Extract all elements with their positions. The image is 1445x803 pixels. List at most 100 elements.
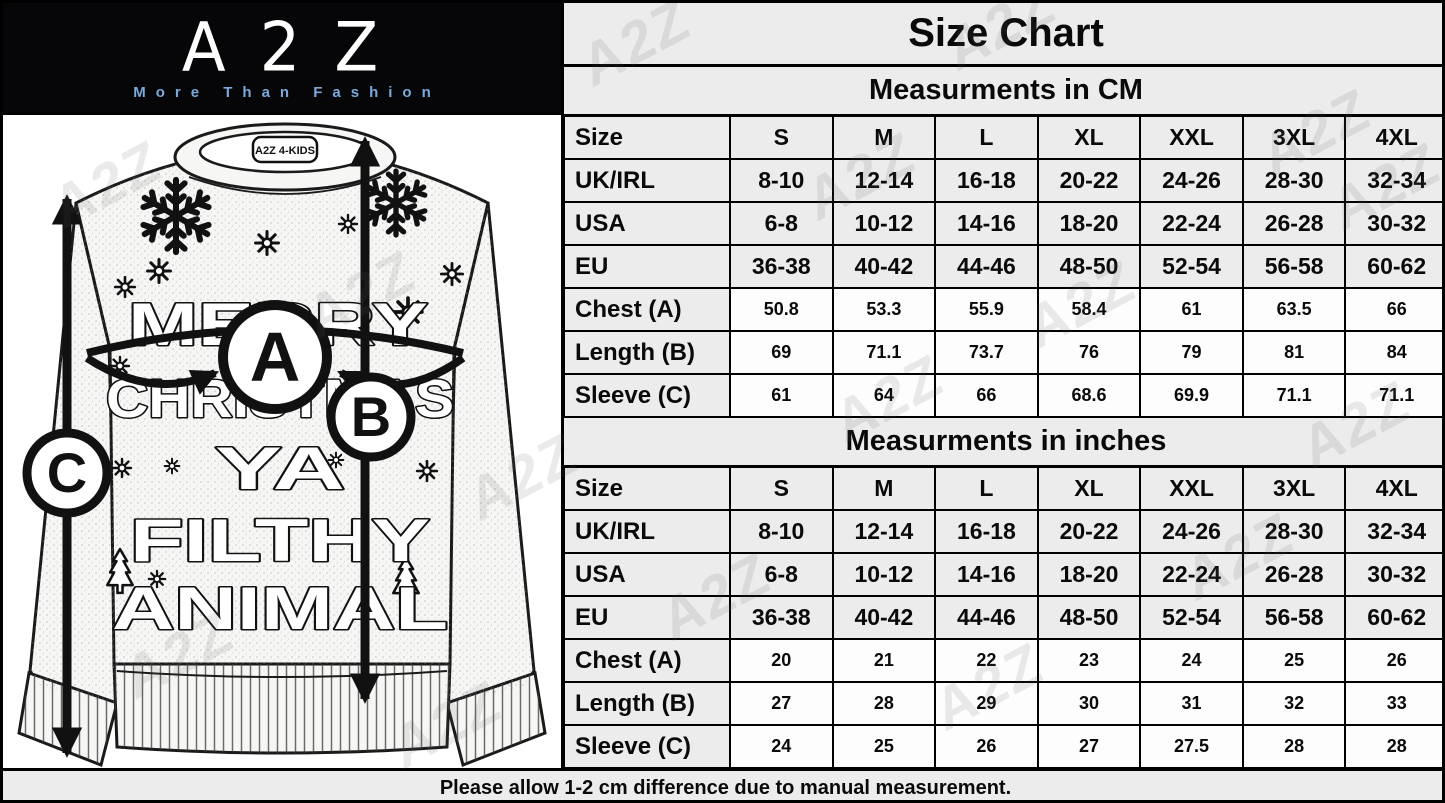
table-cell: 52-54 <box>1140 596 1243 639</box>
table-cell: 53.3 <box>832 288 936 331</box>
table-cell: 26-28 <box>1242 202 1346 245</box>
table-cell: 28 <box>1242 725 1346 768</box>
marker-a-circle <box>218 300 332 414</box>
inches-table: Size S M L XL XXL 3XL 4XL UK/IRL 8-10 12-14 16-18 20… <box>564 467 1442 769</box>
table-cell: 68.6 <box>1037 374 1141 417</box>
table-cell: 71.1 <box>832 331 936 374</box>
table-cell: 27 <box>730 682 833 725</box>
row-label: Length (B) <box>564 682 730 725</box>
table-cell: 61 <box>1140 288 1243 331</box>
table-cell: 8-10 <box>730 159 833 202</box>
table-cell: 24 <box>730 725 833 768</box>
table-cell: 71.1 <box>1345 374 1442 417</box>
table-cell: 48-50 <box>1037 245 1141 288</box>
table-cell: 8-10 <box>730 510 833 553</box>
chest-arrow-left <box>84 354 219 395</box>
table-cell: 44-46 <box>935 596 1038 639</box>
table-cell: 14-16 <box>935 202 1038 245</box>
snowflake-icon <box>337 213 359 235</box>
footnote-bar: Please allow 1-2 cm difference due to ma… <box>3 768 1442 800</box>
column-header: 3XL <box>1242 116 1346 159</box>
brand-logo-panel: A2Z More Than Fashion <box>3 3 561 115</box>
table-cell: 14-16 <box>935 553 1038 596</box>
table-cell: 61 <box>730 374 833 417</box>
table-cell: 10-12 <box>832 553 936 596</box>
table-cell: 10-12 <box>832 202 936 245</box>
table-cell: 32-34 <box>1345 159 1442 202</box>
table-cell: 84 <box>1345 331 1442 374</box>
table-cell: 12-14 <box>832 159 936 202</box>
column-header: XL <box>1037 467 1141 510</box>
table-cell: 48-50 <box>1037 596 1141 639</box>
table-cell: 22-24 <box>1140 202 1243 245</box>
row-label: EU <box>564 245 730 288</box>
table-cell: 23 <box>1037 639 1141 682</box>
table-cell: 20-22 <box>1037 159 1141 202</box>
marker-a-letter: A <box>250 318 301 396</box>
column-header-label: Size <box>564 467 730 510</box>
table-cell: 50.8 <box>730 288 833 331</box>
table-cell: 20 <box>730 639 833 682</box>
table-cell: 58.4 <box>1037 288 1141 331</box>
table-cell: 6-8 <box>730 553 833 596</box>
table-cell: 16-18 <box>935 159 1038 202</box>
column-header: 4XL <box>1345 116 1442 159</box>
neck-label <box>251 135 319 164</box>
hem-seam <box>116 670 448 678</box>
table-cell: 32-34 <box>1345 510 1442 553</box>
column-header: 4XL <box>1345 467 1442 510</box>
table-cell: 32 <box>1242 682 1346 725</box>
cm-table: Size S M L XL XXL 3XL 4XL UK/IRL 8-10 12-14 16-18 20… <box>564 116 1442 418</box>
table-cell: 36-38 <box>730 245 833 288</box>
table-cell: 40-42 <box>832 596 936 639</box>
table-cell: 28 <box>1345 725 1442 768</box>
table-cell: 21 <box>832 639 936 682</box>
inches-section-title: Measurments in inches <box>564 418 1442 467</box>
marker-c-circle <box>22 428 112 518</box>
column-header-label: Size <box>564 116 730 159</box>
sweater-diagram: A2Z 4-KIDS <box>17 122 547 767</box>
table-cell: 33 <box>1345 682 1442 725</box>
table-cell: 66 <box>1345 288 1442 331</box>
table-cell: 26-28 <box>1242 553 1346 596</box>
table-cell: 18-20 <box>1037 553 1141 596</box>
column-header: M <box>832 467 936 510</box>
table-cell: 20-22 <box>1037 510 1141 553</box>
print-line-3: YA <box>215 435 345 502</box>
table-cell: 30-32 <box>1345 202 1442 245</box>
table-cell: 63.5 <box>1242 288 1346 331</box>
marker-b-circle <box>326 372 416 462</box>
row-label: Chest (A) <box>564 639 730 682</box>
table-cell: 25 <box>832 725 936 768</box>
table-cell: 26 <box>935 725 1038 768</box>
table-cell: 25 <box>1242 639 1346 682</box>
column-header: XXL <box>1140 467 1243 510</box>
table-cell: 66 <box>935 374 1038 417</box>
table-cell: 24-26 <box>1140 159 1243 202</box>
size-chart-title: Size Chart <box>564 3 1442 67</box>
table-cell: 44-46 <box>935 245 1038 288</box>
row-label: UK/IRL <box>564 510 730 553</box>
column-header: XXL <box>1140 116 1243 159</box>
table-cell: 12-14 <box>832 510 936 553</box>
table-cell: 69 <box>730 331 833 374</box>
column-header: L <box>935 467 1038 510</box>
table-cell: 28 <box>832 682 936 725</box>
table-cell: 16-18 <box>935 510 1038 553</box>
brand-tagline: More Than Fashion <box>133 83 441 101</box>
table-cell: 40-42 <box>832 245 936 288</box>
table-cell: 71.1 <box>1242 374 1346 417</box>
table-cell: 79 <box>1140 331 1243 374</box>
footnote-text: Please allow 1-2 cm difference due to ma… <box>439 777 1012 799</box>
neck-label-text: A2Z 4-KIDS <box>255 145 315 157</box>
table-cell: 81 <box>1242 331 1346 374</box>
table-cell: 56-58 <box>1242 596 1346 639</box>
table-cell: 64 <box>832 374 936 417</box>
table-cell: 22-24 <box>1140 553 1243 596</box>
table-cell: 60-62 <box>1345 596 1442 639</box>
snowflake-icon <box>163 457 181 475</box>
table-cell: 24 <box>1140 639 1243 682</box>
column-header: S <box>730 467 833 510</box>
table-cell: 22 <box>935 639 1038 682</box>
